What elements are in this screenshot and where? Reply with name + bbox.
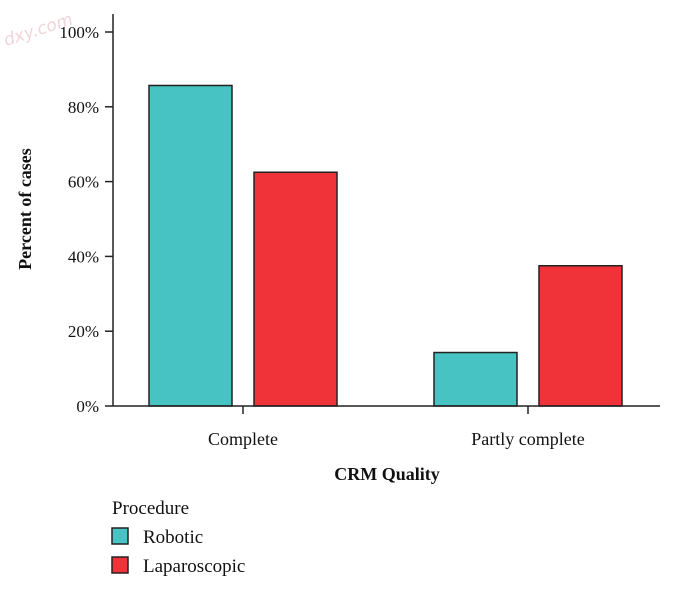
legend-label-robotic: Robotic [143,527,203,548]
y-tick-label: 40% [68,247,99,266]
y-axis-title: Percent of cases [15,148,35,270]
bar-robotic-partly-complete [433,351,518,407]
legend-title: Procedure [112,498,189,519]
bar-robotic-complete [148,84,233,407]
y-tick-label: 60% [68,173,99,192]
legend: Procedure Robotic Laparoscopic [111,498,245,577]
x-axis-title: CRM Quality [334,464,440,484]
y-tick-label: 100% [59,23,99,42]
plot-area: 0% 20% 40% 60% 80% 100% Complete Partly complet… [59,14,660,449]
y-tick-label: 80% [68,98,99,117]
x-tick-label: Complete [208,429,278,449]
legend-label-laparoscopic: Laparoscopic [143,556,245,577]
y-tick-label: 0% [76,397,99,416]
legend-swatch-laparoscopic [111,556,129,574]
bar-laparoscopic-partly-complete [538,265,623,407]
bar-laparoscopic-complete [253,171,338,407]
x-tick-label: Partly complete [471,429,584,449]
y-tick-label: 20% [68,322,99,341]
legend-swatch-robotic [111,527,129,545]
